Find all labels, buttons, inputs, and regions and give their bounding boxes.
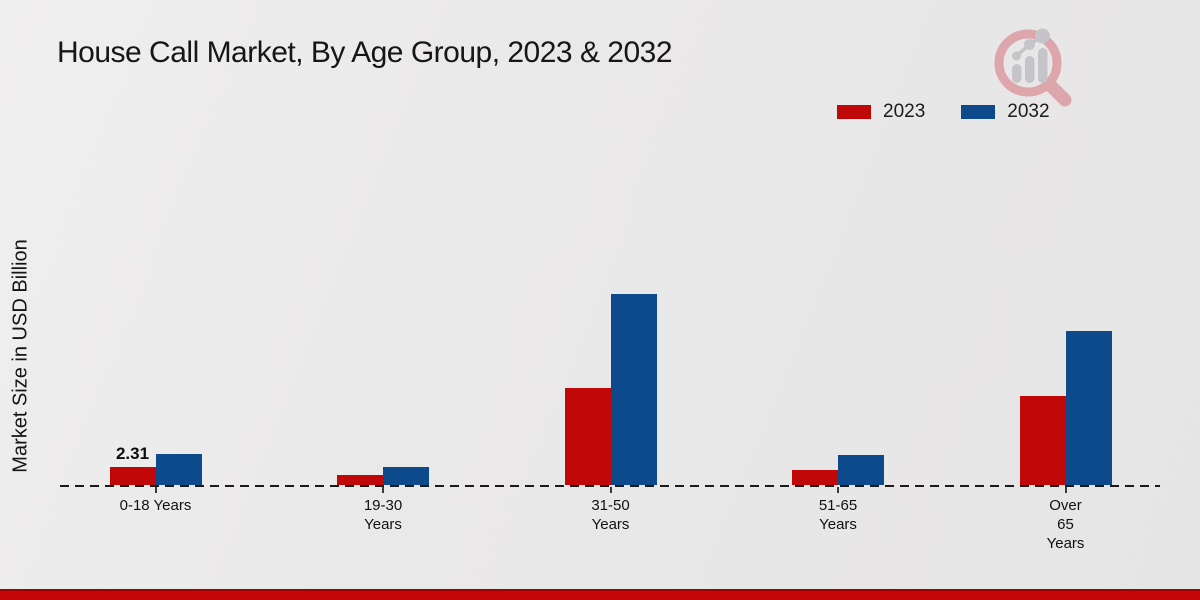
chart-title: House Call Market, By Age Group, 2023 & …	[57, 36, 673, 69]
category-label-0-18-years: 0-18 Years	[119, 497, 192, 514]
legend-item-2023: 2023	[837, 101, 925, 123]
bar-2032-over-65-years	[1065, 330, 1112, 485]
legend-label: 2023	[883, 101, 926, 122]
legend-swatch-2032	[961, 105, 996, 119]
bar-2032-51-65-years	[838, 455, 884, 485]
bar-2032-19-30-years	[383, 466, 429, 485]
category-label-19-30-years: 19-30 Years	[363, 497, 403, 533]
legend-swatch-2023	[837, 105, 871, 119]
bar-2023-over-65-years	[1019, 396, 1066, 485]
x-axis-tick	[609, 487, 612, 493]
bar-2023-31-50-years	[564, 388, 611, 485]
x-axis-tick	[1064, 487, 1067, 493]
category-label-31-50-years: 31-50 Years	[591, 497, 630, 533]
bar-2023-19-30-years	[337, 475, 383, 485]
footer-accent-bar	[0, 589, 1200, 600]
bar-2032-31-50-years	[610, 293, 657, 485]
x-axis-tick	[382, 487, 384, 493]
x-axis-tick	[837, 487, 839, 493]
bar-2032-0-18-years	[155, 453, 202, 485]
y-axis-label: Market Size in USD Billion	[9, 239, 32, 473]
category-label-over-65-years: Over 65 Years	[1046, 497, 1085, 552]
bar-2023-51-65-years	[792, 469, 838, 485]
magnifier-bar-chart-logo-icon	[992, 27, 1076, 107]
plot-area: 0-18 Years 19-30 Years 31-50 Years 51-65 Years…	[60, 125, 1160, 552]
bar-value-label: 2.31	[115, 443, 150, 463]
bar-2023-0-18-years	[109, 466, 156, 485]
legend: 2023 2032	[837, 101, 1050, 123]
legend-item-2032: 2032	[961, 101, 1050, 123]
legend-label: 2032	[1007, 101, 1050, 122]
x-axis-baseline	[60, 485, 1160, 487]
x-axis-tick	[154, 487, 157, 493]
category-label-51-65-years: 51-65 Years	[818, 497, 858, 533]
